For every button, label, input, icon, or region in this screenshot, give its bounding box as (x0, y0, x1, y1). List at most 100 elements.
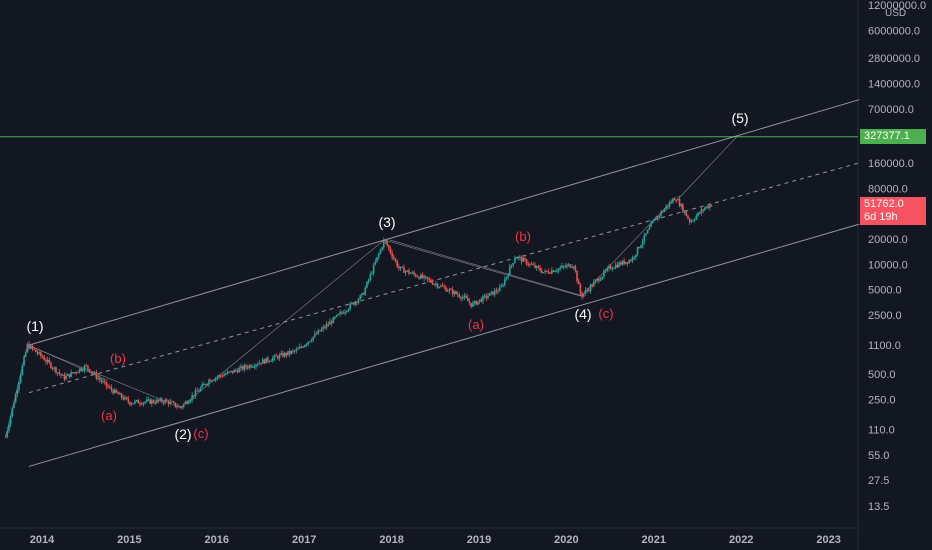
candle-body (509, 266, 511, 275)
candle-body (56, 372, 59, 374)
candle-body (515, 257, 518, 259)
candle-body (335, 314, 338, 317)
candle-body (624, 262, 627, 264)
candle-body (687, 216, 689, 219)
candle-body (28, 343, 30, 349)
candle-body (302, 346, 304, 348)
candle-body (235, 369, 237, 371)
candle-body (82, 370, 84, 372)
y-tick-label: 2500.0 (868, 310, 902, 322)
wave-label-minor: (b) (515, 229, 531, 244)
candle-body (127, 398, 130, 403)
candle-body (692, 220, 694, 222)
candle-body (545, 270, 548, 272)
candle-body (9, 416, 12, 425)
candle-body (618, 262, 620, 268)
candle-body (98, 377, 101, 380)
candle-body (253, 366, 256, 368)
candle-body (292, 350, 294, 352)
candle-body (376, 257, 378, 262)
candle-body (139, 403, 141, 405)
candle-body (700, 209, 703, 213)
candle-body (547, 271, 550, 274)
candle-body (272, 357, 274, 361)
candle-body (500, 285, 503, 287)
candle-body (145, 399, 148, 402)
candle-body (460, 297, 462, 299)
candles-group (4, 195, 713, 439)
y-tick-label: 1100.0 (868, 340, 901, 352)
candle-body (265, 357, 267, 364)
candle-body (571, 267, 573, 269)
candle-body (424, 276, 427, 278)
candle-body (228, 371, 230, 373)
candle-body (419, 274, 422, 279)
candle-body (119, 393, 121, 395)
candle-body (468, 301, 471, 303)
candle-body (263, 359, 266, 364)
candle-body (162, 401, 165, 403)
candle-body (107, 386, 109, 388)
candle-body (154, 402, 156, 404)
candle-body (677, 199, 679, 201)
candle-body (473, 300, 476, 303)
candle-body (344, 311, 346, 314)
candle-body (13, 402, 15, 408)
candle-body (223, 374, 225, 377)
candle-body (238, 368, 241, 373)
candle-body (532, 264, 535, 266)
candle-body (520, 257, 523, 262)
candle-body (53, 367, 56, 369)
candle-body (389, 248, 392, 253)
candle-body (635, 254, 637, 258)
wave-label-major: (3) (378, 214, 395, 230)
candle-body (103, 381, 106, 383)
candle-body (549, 273, 551, 275)
candle-body (406, 270, 409, 272)
candle-body (349, 303, 351, 309)
candle-body (670, 202, 672, 204)
candle-body (278, 354, 281, 359)
candle-body (517, 256, 520, 258)
candle-body (266, 357, 269, 362)
candle-body (29, 345, 32, 349)
candle-body (621, 260, 624, 265)
candle-body (524, 258, 526, 260)
candle-body (290, 350, 293, 354)
candle-body (213, 379, 215, 381)
candle-body (41, 355, 44, 358)
candle-body (248, 365, 251, 369)
candle-body (134, 400, 136, 404)
candle-body (151, 400, 153, 404)
candle-body (421, 274, 424, 278)
candle-body (277, 356, 279, 359)
candle-body (40, 352, 42, 356)
candle-body (224, 373, 227, 375)
candle-body (655, 218, 657, 220)
candle-body (482, 296, 484, 302)
candle-body (623, 260, 625, 264)
candle-body (362, 293, 365, 295)
candle-body (309, 341, 311, 343)
candle-body (495, 290, 498, 292)
candle-body (396, 261, 399, 267)
candle-body (705, 206, 708, 208)
candle-body (226, 371, 229, 374)
candle-body (519, 256, 521, 258)
y-tick-label: 5000.0 (868, 285, 902, 297)
x-tick-label: 2022 (729, 534, 753, 546)
candle-body (4, 436, 7, 438)
candle-body (445, 287, 447, 292)
candle-body (574, 266, 577, 271)
candle-body (651, 220, 654, 224)
candle-body (174, 402, 177, 407)
candle-body (332, 317, 335, 324)
candle-body (297, 348, 299, 350)
candle-body (431, 282, 434, 285)
candle-body (485, 295, 488, 298)
candle-body (77, 372, 79, 374)
candle-body (561, 266, 563, 268)
candle-body (665, 206, 667, 210)
